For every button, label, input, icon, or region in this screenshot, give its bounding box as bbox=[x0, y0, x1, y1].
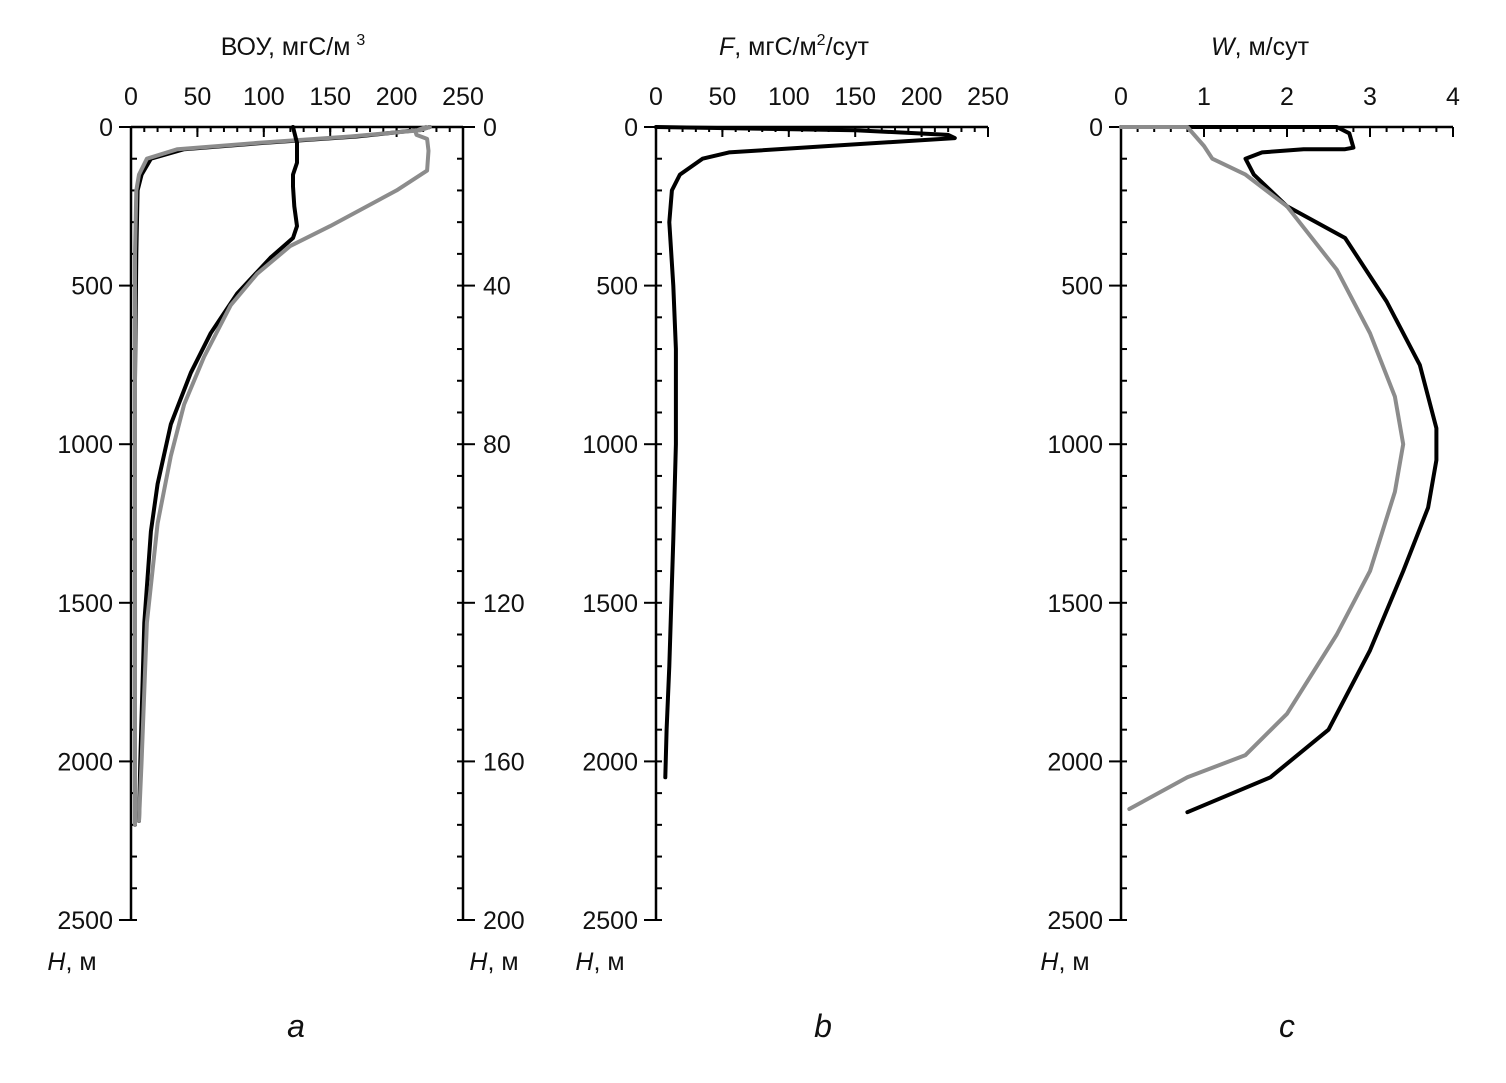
panel-a-x-tick-label: 50 bbox=[183, 83, 211, 111]
panel-c-y-tick-label: 500 bbox=[1061, 273, 1103, 301]
panel-a-secondary-y-tick-label: 160 bbox=[483, 748, 525, 776]
panel-a-series-line-1 bbox=[133, 125, 432, 827]
panel-c-y-tick-label: 1000 bbox=[1047, 431, 1103, 459]
panel-a-y-tick-label: 2000 bbox=[57, 748, 113, 776]
panel-a-x-tick-label: 0 bbox=[124, 83, 138, 111]
panel-b-y-tick-label: 0 bbox=[624, 114, 638, 142]
panel-a-letter: a bbox=[287, 1008, 305, 1044]
panel-c-y-tick-label: 2000 bbox=[1047, 748, 1103, 776]
panel-a-ylabel: H, м bbox=[47, 948, 96, 976]
panel-c-x-tick-label: 3 bbox=[1363, 83, 1377, 111]
panel-b-y-tick-label: 2000 bbox=[582, 748, 638, 776]
panel-b-title: F, мгС/м2/сут bbox=[719, 32, 870, 61]
panel-a-secondary-ylabel-unit: , м bbox=[487, 948, 518, 976]
panel-b-letter: b bbox=[814, 1008, 832, 1044]
panel-b-x-tick-label: 150 bbox=[834, 83, 876, 111]
panel-c-series-line-0 bbox=[1119, 125, 1439, 815]
panel-c-y-tick-label: 2500 bbox=[1047, 907, 1103, 935]
panel-a-title-superscript: 3 bbox=[356, 32, 365, 49]
panel-c-ylabel: H, м bbox=[1040, 948, 1089, 976]
panel-c-ylabel-var: H bbox=[1040, 948, 1059, 976]
panel-a-secondary-y-tick-label: 120 bbox=[483, 590, 525, 618]
panel-b-x-tick-label: 0 bbox=[649, 83, 663, 111]
panel-c-title-unit: , м/сут bbox=[1235, 33, 1310, 61]
panel-c-x-tick-label: 0 bbox=[1114, 83, 1128, 111]
panel-a-secondary-y-tick-label: 200 bbox=[483, 907, 525, 935]
panel-a-secondary-y-tick-label: 80 bbox=[483, 431, 511, 459]
panel-a-x-tick-label: 200 bbox=[376, 83, 418, 111]
panel-b-x-tick-label: 250 bbox=[967, 83, 1009, 111]
panel-c-y-tick-label: 0 bbox=[1089, 114, 1103, 142]
panel-a-y-tick-label: 0 bbox=[99, 114, 113, 142]
panel-b-x-tick-label: 100 bbox=[768, 83, 810, 111]
panel-a-y-tick-label: 1500 bbox=[57, 590, 113, 618]
panel-b-title-superscript: 2 bbox=[817, 32, 826, 49]
panel-c-y-tick-label: 1500 bbox=[1047, 590, 1103, 618]
panel-b-ylabel-unit: , м bbox=[593, 948, 624, 976]
panel-a-secondary-ylabel-var: H bbox=[469, 948, 488, 976]
panel-a-ylabel-var: H bbox=[47, 948, 66, 976]
panel-a-series-line-2 bbox=[137, 125, 299, 823]
panel-c: W, м/сут c H, м 0 1 2 3 4 0 500 1000 1500 2000 250… bbox=[1040, 33, 1460, 1044]
panel-a-y-tick-label: 500 bbox=[71, 273, 113, 301]
panel-b-y-tick-label: 2500 bbox=[582, 907, 638, 935]
panel-a-title-text: ВОУ, мгС/м bbox=[221, 33, 351, 61]
panel-a: ВОУ, мгС/м 3 a H, м H, м 0 50 100 150 200 2500… bbox=[47, 32, 524, 1044]
panel-a-secondary-y-tick-label: 40 bbox=[483, 273, 511, 301]
panel-c-x-tick-label: 2 bbox=[1280, 83, 1294, 111]
panel-c-letter: c bbox=[1279, 1008, 1295, 1044]
panel-a-y-tick-label: 2500 bbox=[57, 907, 113, 935]
panel-b-ylabel-var: H bbox=[575, 948, 594, 976]
panel-c-ylabel-unit: , м bbox=[1058, 948, 1089, 976]
panel-b-title-tail: /сут bbox=[826, 33, 870, 61]
panel-b-y-tick-label: 1000 bbox=[582, 431, 638, 459]
panel-b-y-tick-label: 500 bbox=[596, 273, 638, 301]
panel-a-title: ВОУ, мгС/м 3 bbox=[221, 32, 366, 61]
panel-a-x-tick-label: 250 bbox=[442, 83, 484, 111]
panel-b-x-tick-label: 50 bbox=[708, 83, 736, 111]
panel-c-title-var: W bbox=[1211, 33, 1237, 61]
panel-c-x-tick-label: 4 bbox=[1446, 83, 1460, 111]
panel-b-ylabel: H, м bbox=[575, 948, 624, 976]
panel-b-title-unit: , мгС/м bbox=[734, 33, 816, 61]
panel-a-ylabel-unit: , м bbox=[65, 948, 96, 976]
panel-b: F, мгС/м2/сут b H, м 0 50 100 150 200 2500500… bbox=[575, 32, 1008, 1044]
panel-a-x-tick-label: 150 bbox=[309, 83, 351, 111]
panel-b-x-tick-label: 200 bbox=[901, 83, 943, 111]
panel-a-x-tick-label: 100 bbox=[243, 83, 285, 111]
panel-a-series-line-3 bbox=[137, 125, 431, 823]
panel-a-secondary-ylabel: H, м bbox=[469, 948, 518, 976]
panel-a-series-line-0 bbox=[133, 125, 432, 827]
panel-b-title-var: F bbox=[719, 33, 736, 61]
panel-c-title: W, м/сут bbox=[1211, 33, 1310, 61]
panel-b-y-tick-label: 1500 bbox=[582, 590, 638, 618]
panel-b-series-line-0 bbox=[654, 125, 957, 780]
panel-a-secondary-y-tick-label: 0 bbox=[483, 114, 497, 142]
panel-a-y-tick-label: 1000 bbox=[57, 431, 113, 459]
panel-c-x-tick-label: 1 bbox=[1197, 83, 1211, 111]
panel-c-series-line-1 bbox=[1119, 125, 1406, 811]
